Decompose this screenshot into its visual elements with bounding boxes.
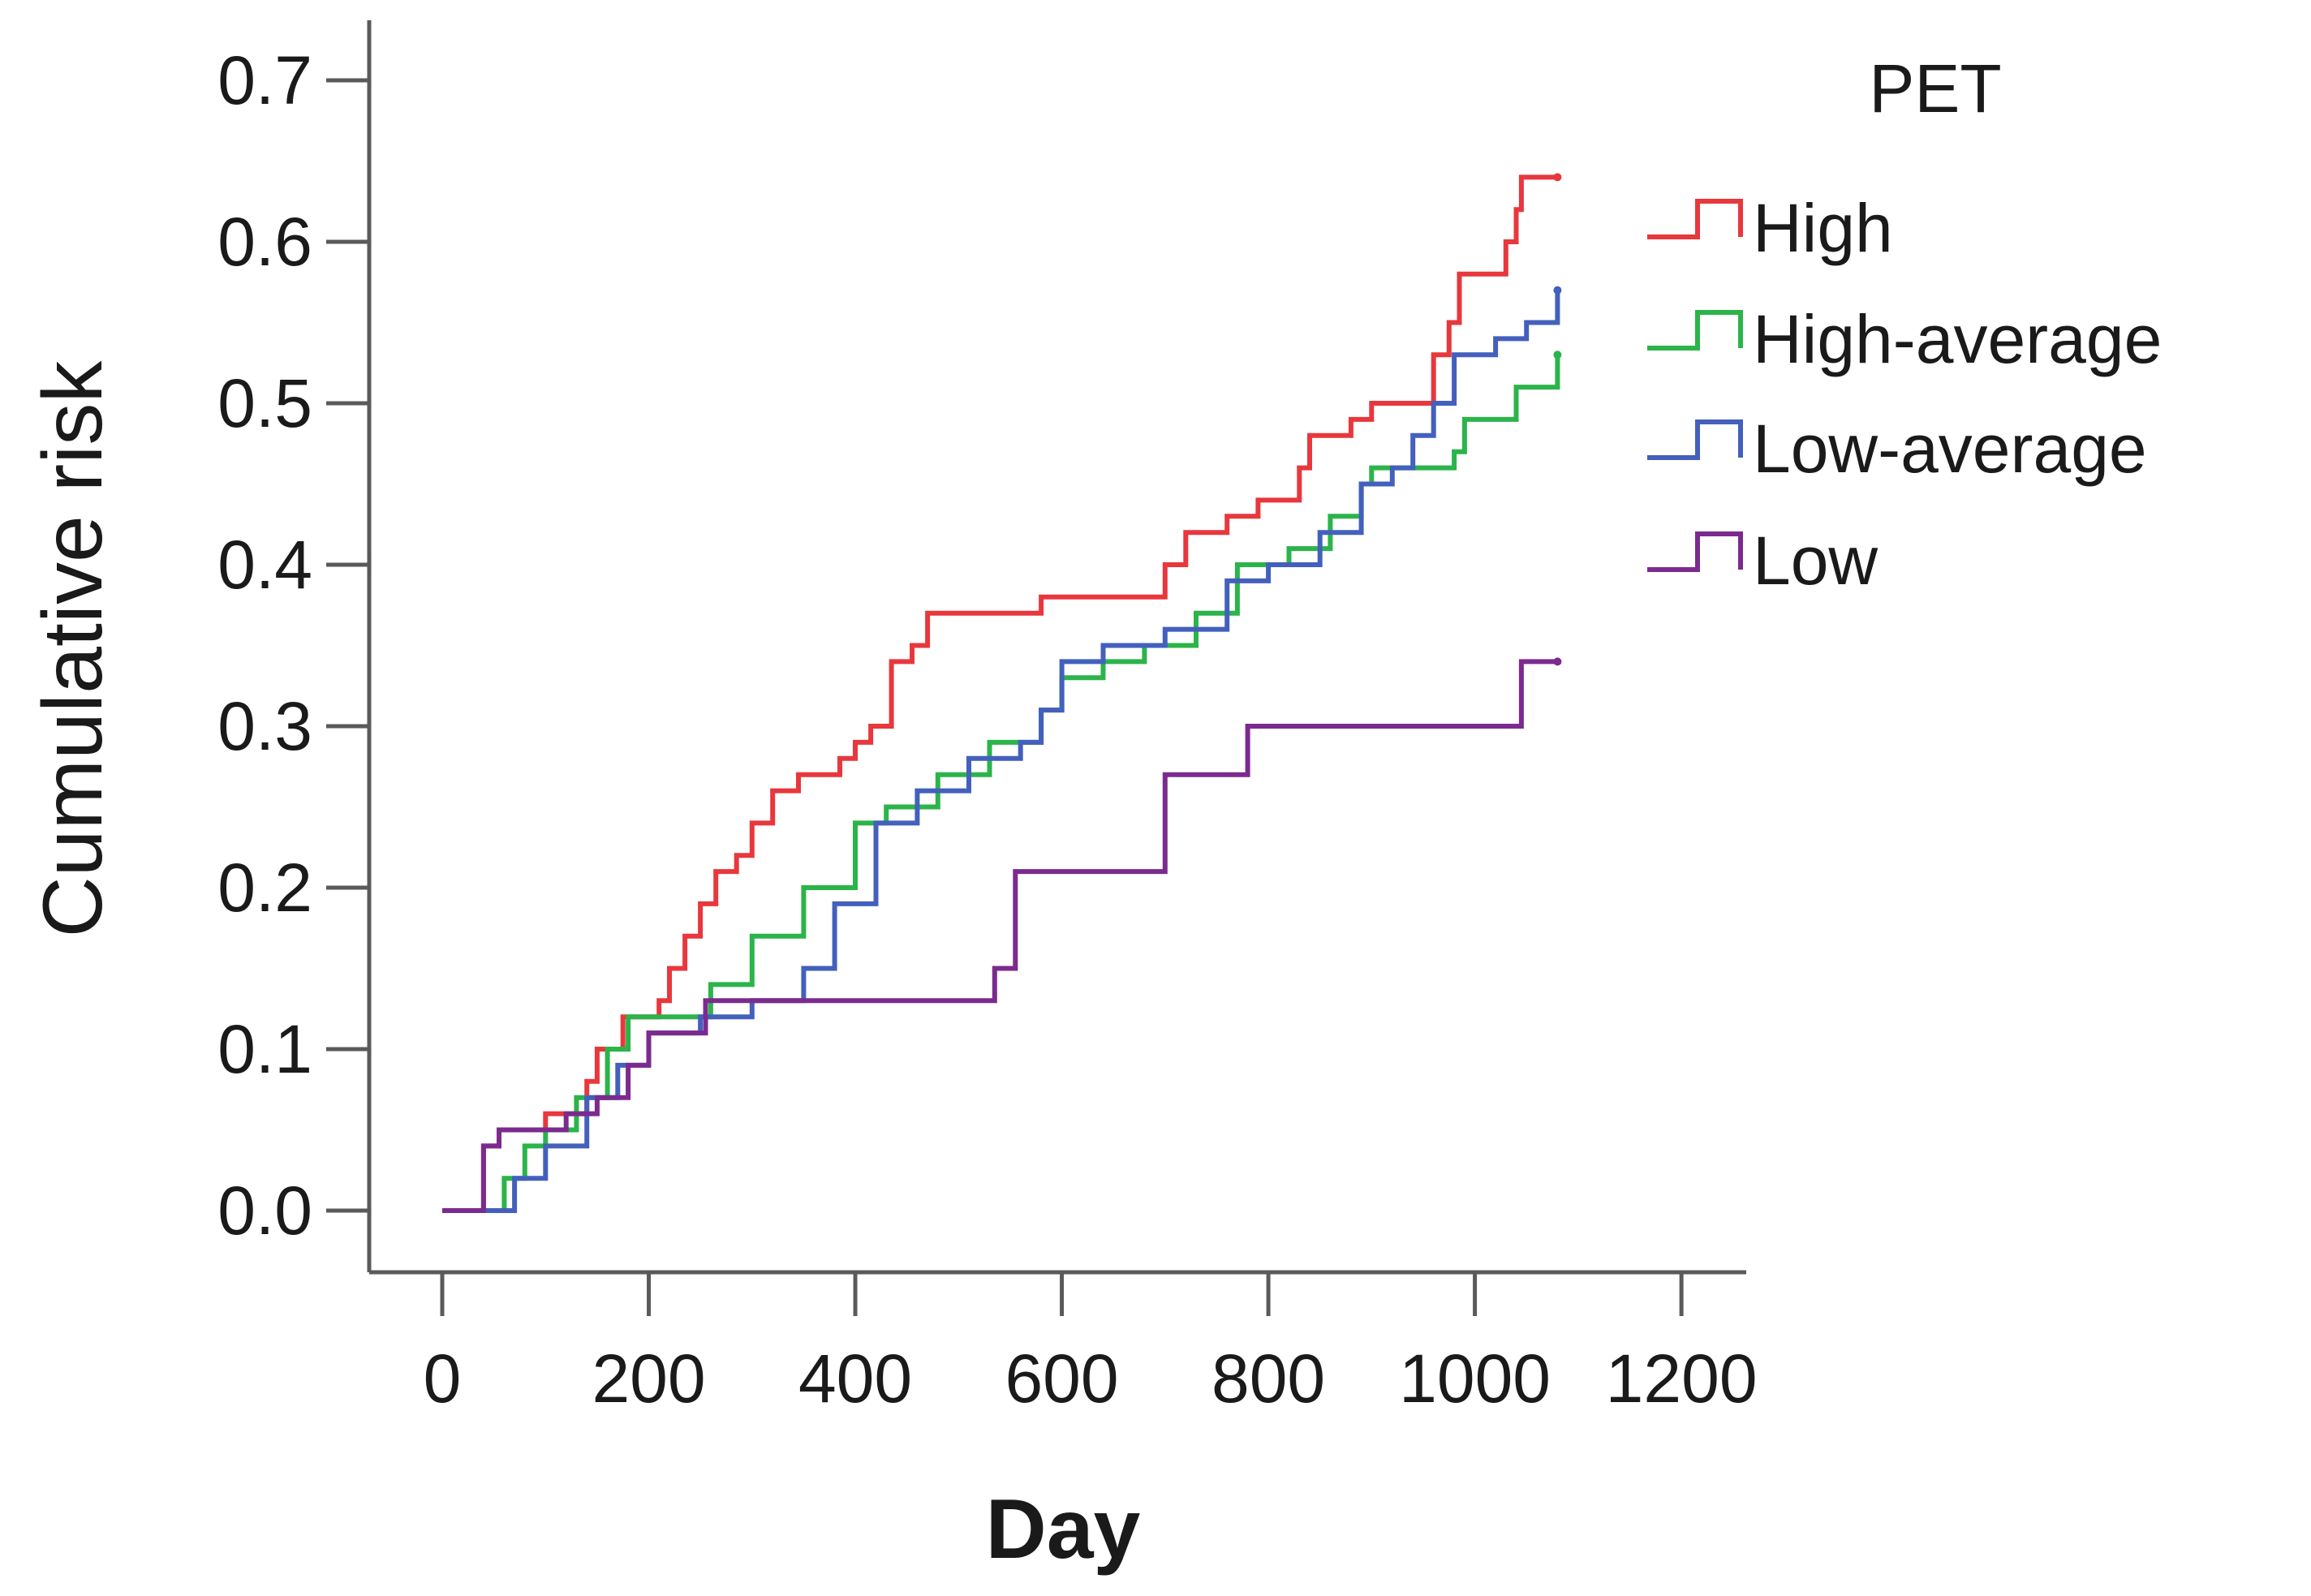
x-tick-label: 200	[592, 1340, 705, 1417]
y-tick-label: 0.1	[217, 1011, 312, 1087]
series-line-low	[442, 659, 1558, 1213]
y-axis-title: Cumulative risk	[26, 360, 120, 938]
x-tick-label: 1000	[1399, 1340, 1551, 1417]
legend-label: Low-average	[1753, 411, 2147, 487]
legend-label: Low	[1753, 523, 1878, 599]
legend-item-high-average: High-average	[1647, 301, 2162, 377]
y-tick-label: 0.6	[217, 204, 312, 280]
legend: PET High High-average Low-average Low	[1647, 50, 2162, 599]
x-tick-label: 0	[424, 1340, 462, 1417]
x-tick-label: 800	[1211, 1340, 1325, 1417]
legend-item-low-average: Low-average	[1647, 411, 2147, 487]
legend-swatch	[1647, 199, 1743, 239]
legend-swatch	[1647, 310, 1743, 351]
y-tick-label: 0.7	[217, 42, 312, 118]
y-tick-label: 0.4	[217, 527, 312, 603]
y-tick-label: 0.0	[217, 1172, 312, 1249]
x-tick-label: 600	[1005, 1340, 1118, 1417]
legend-item-high: High	[1647, 190, 1893, 266]
legend-label: High	[1753, 190, 1893, 266]
series-end-marker	[1553, 286, 1562, 295]
axes: 0.0 0.1 0.2 0.3 0.4 0.5 0.6 0.7 0 200 400 600 800 100…	[217, 20, 1758, 1417]
legend-swatch	[1647, 531, 1743, 572]
x-tick-label: 1200	[1606, 1340, 1758, 1417]
y-tick-label: 0.2	[217, 850, 312, 926]
x-tick-label: 400	[798, 1340, 912, 1417]
series-line-high	[442, 174, 1558, 1213]
legend-title: PET	[1869, 50, 2001, 127]
y-tick-label: 0.5	[217, 365, 312, 441]
series-end-marker	[1553, 173, 1562, 182]
series-end-marker	[1553, 351, 1562, 359]
legend-label: High-average	[1753, 301, 2162, 377]
legend-swatch	[1647, 419, 1743, 460]
series-lines	[442, 173, 1562, 1213]
x-axis-title: Day	[986, 1482, 1141, 1577]
series-end-marker	[1553, 657, 1562, 666]
y-tick-label: 0.3	[217, 688, 312, 764]
legend-item-low: Low	[1647, 523, 1878, 599]
